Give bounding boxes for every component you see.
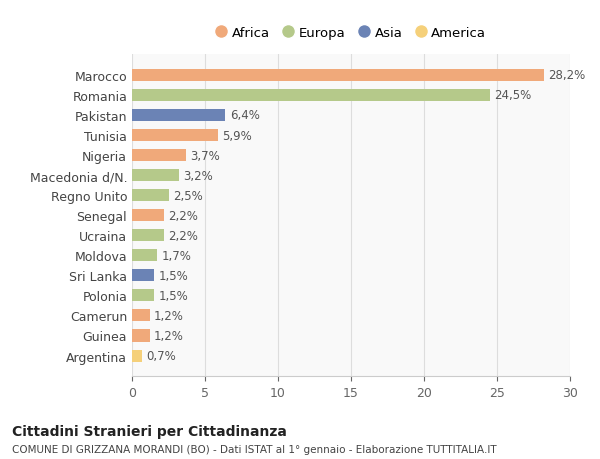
Bar [132, 170, 179, 182]
Text: 5,9%: 5,9% [223, 129, 252, 142]
Bar [132, 150, 186, 162]
Bar [132, 230, 164, 242]
Text: 6,4%: 6,4% [230, 109, 260, 122]
Text: 0,7%: 0,7% [146, 349, 176, 362]
Bar [132, 350, 142, 362]
Bar [132, 110, 226, 122]
Text: 3,2%: 3,2% [183, 169, 213, 182]
Bar [132, 330, 149, 342]
Bar [132, 90, 490, 102]
Bar [132, 250, 157, 262]
Text: 2,5%: 2,5% [173, 189, 203, 202]
Text: 2,2%: 2,2% [169, 209, 199, 222]
Text: 28,2%: 28,2% [548, 69, 586, 82]
Bar [132, 310, 149, 322]
Bar [132, 270, 154, 282]
Bar [132, 190, 169, 202]
Bar [132, 130, 218, 142]
Text: 3,7%: 3,7% [190, 149, 220, 162]
Bar [132, 290, 154, 302]
Text: 1,7%: 1,7% [161, 249, 191, 262]
Text: COMUNE DI GRIZZANA MORANDI (BO) - Dati ISTAT al 1° gennaio - Elaborazione TUTTIT: COMUNE DI GRIZZANA MORANDI (BO) - Dati I… [12, 444, 497, 454]
Text: 24,5%: 24,5% [494, 89, 532, 102]
Text: 1,2%: 1,2% [154, 329, 184, 342]
Text: 1,5%: 1,5% [158, 269, 188, 282]
Bar [132, 70, 544, 82]
Text: 1,2%: 1,2% [154, 309, 184, 322]
Text: 2,2%: 2,2% [169, 229, 199, 242]
Text: Cittadini Stranieri per Cittadinanza: Cittadini Stranieri per Cittadinanza [12, 425, 287, 438]
Legend: Africa, Europa, Asia, America: Africa, Europa, Asia, America [209, 20, 493, 46]
Bar [132, 210, 164, 222]
Text: 1,5%: 1,5% [158, 289, 188, 302]
